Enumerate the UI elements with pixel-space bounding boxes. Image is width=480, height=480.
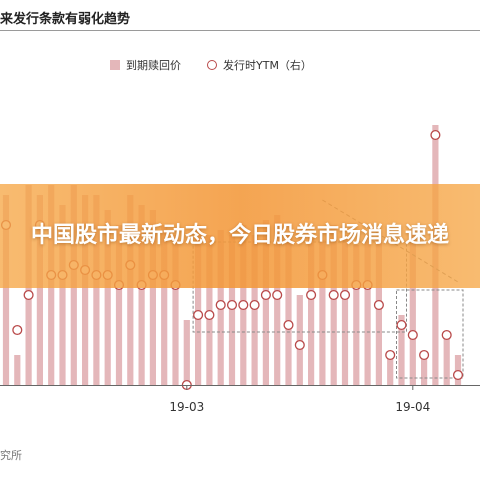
- ytm-marker: [396, 319, 407, 331]
- chart-bar: [330, 225, 337, 385]
- ytm-marker: [441, 329, 452, 341]
- ytm-marker: [260, 289, 271, 301]
- headline-banner: 中国股市最新动态，今日股券市场消息速递: [0, 184, 480, 288]
- legend-bar-label: 到期赎回价: [126, 59, 181, 72]
- title-divider: [0, 30, 480, 31]
- ytm-marker: [385, 349, 396, 361]
- chart-bar: [183, 320, 190, 385]
- ytm-marker: [215, 299, 226, 311]
- ytm-marker: [226, 299, 238, 311]
- source-note: 究所: [0, 449, 22, 462]
- ytm-marker: [407, 329, 418, 341]
- ytm-marker: [272, 289, 283, 301]
- chart-bar: [93, 195, 100, 385]
- chart-bar: [195, 225, 202, 385]
- x-tick-label: 19-03: [169, 400, 204, 414]
- ytm-marker: [238, 299, 249, 311]
- ytm-marker: [430, 129, 441, 141]
- chart-bar: [353, 245, 360, 385]
- chart-bar: [341, 235, 349, 385]
- chart-bar: [2, 195, 10, 385]
- chart-title: 来发行条款有弱化趋势: [0, 12, 131, 27]
- ytm-marker: [339, 289, 351, 301]
- annotation-dashed-box: [396, 289, 464, 379]
- ytm-marker: [23, 289, 34, 301]
- chart-bar: [149, 210, 156, 385]
- ytm-marker: [328, 289, 339, 301]
- chart-legend: 到期赎回价 发行时YTM（右）: [110, 57, 312, 73]
- chart-bar: [387, 355, 394, 385]
- chart-bar: [104, 210, 111, 385]
- ytm-marker: [12, 324, 23, 336]
- chart-bar: [364, 235, 371, 385]
- ytm-marker: [306, 289, 317, 301]
- chart-bar: [443, 335, 450, 385]
- x-tick-label: 19-04: [395, 400, 430, 414]
- chart-bar: [59, 205, 66, 385]
- chart-bar: [319, 240, 326, 385]
- chart-bar: [172, 235, 179, 385]
- legend-line-label: 发行时YTM（右）: [223, 59, 312, 72]
- chart-bar: [82, 195, 89, 385]
- banner-headline: 中国股市最新动态，今日股券市场消息速递: [30, 223, 449, 248]
- chart-bar: [115, 225, 123, 385]
- ytm-marker: [193, 309, 204, 321]
- legend-marker-swatch: [207, 60, 217, 70]
- chart-bar: [421, 355, 428, 385]
- chart-bar: [375, 240, 382, 385]
- ytm-marker: [452, 369, 464, 381]
- ytm-marker: [419, 349, 430, 361]
- chart-bar: [127, 195, 134, 385]
- ytm-marker: [373, 299, 384, 311]
- chart-bar: [161, 225, 168, 385]
- legend-bar-swatch: [110, 60, 120, 70]
- chart-bar: [285, 235, 292, 385]
- chart-bar: [36, 195, 43, 385]
- chart-bar: [14, 355, 21, 385]
- ytm-marker: [249, 299, 260, 311]
- chart-bar: [398, 315, 405, 385]
- ytm-marker: [294, 339, 305, 351]
- chart-bar: [308, 235, 315, 385]
- chart-bar: [262, 220, 269, 385]
- chart-bar: [409, 235, 416, 385]
- ytm-marker: [283, 319, 294, 331]
- ytm-marker: [204, 309, 215, 321]
- chart-bar: [138, 205, 145, 385]
